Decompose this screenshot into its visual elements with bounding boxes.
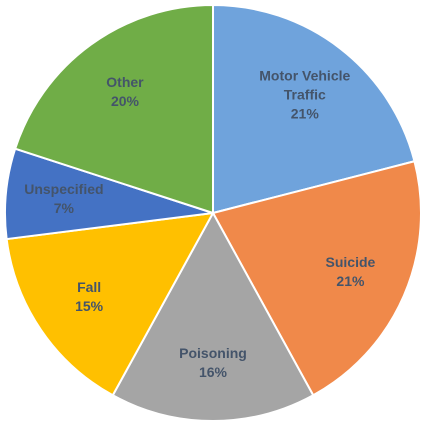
- slice-label: Other 20%: [65, 73, 185, 111]
- slice-label: Suicide 21%: [290, 253, 410, 291]
- value-label: 21%: [290, 105, 319, 122]
- pie-slice: [5, 211, 215, 397]
- category-label: Other: [106, 73, 144, 90]
- pie-slice: [211, 160, 421, 397]
- value-label: 21%: [336, 273, 365, 290]
- slice-label: Fall 15%: [29, 278, 149, 316]
- slice-label: Motor Vehicle Traffic 21%: [245, 66, 365, 123]
- slice-label: Poisoning 16%: [153, 344, 273, 382]
- pie-slice: [13, 3, 214, 215]
- value-label: 15%: [75, 298, 104, 315]
- pie-slice: [111, 210, 315, 422]
- category-label: Unspecified: [24, 180, 104, 197]
- category-label: Poisoning: [179, 344, 247, 361]
- slice-label: Unspecified 7%: [4, 180, 124, 218]
- category-label: Motor Vehicle Traffic: [259, 67, 351, 103]
- category-label: Suicide: [325, 254, 376, 271]
- value-label: 16%: [198, 363, 228, 380]
- value-label: 7%: [53, 199, 74, 216]
- value-label: 20%: [110, 92, 139, 109]
- category-label: Fall: [77, 279, 102, 296]
- pie-slice: [212, 3, 416, 215]
